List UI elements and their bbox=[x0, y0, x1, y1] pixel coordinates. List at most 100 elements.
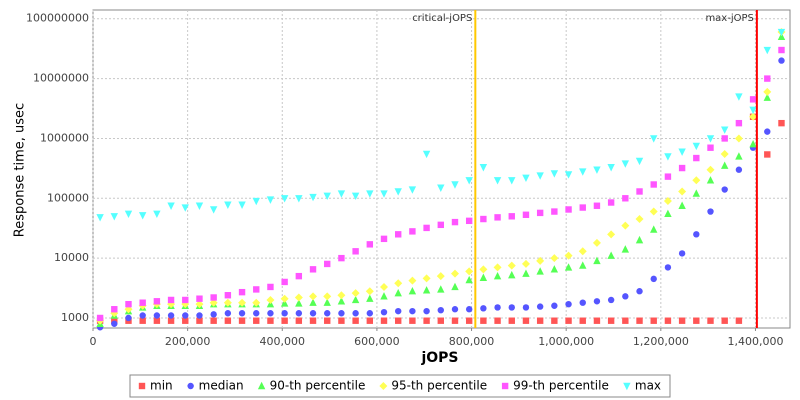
marker bbox=[238, 201, 246, 209]
marker bbox=[564, 263, 573, 271]
legend-label: median bbox=[199, 379, 244, 393]
marker bbox=[423, 224, 430, 232]
marker bbox=[735, 119, 743, 127]
marker bbox=[678, 164, 686, 172]
marker bbox=[338, 317, 345, 324]
marker bbox=[352, 248, 359, 255]
marker bbox=[508, 317, 515, 324]
marker bbox=[721, 317, 728, 324]
marker bbox=[366, 310, 374, 317]
marker bbox=[777, 32, 786, 40]
marker bbox=[607, 164, 615, 172]
marker bbox=[735, 166, 743, 173]
marker bbox=[337, 291, 346, 300]
marker bbox=[196, 295, 203, 302]
marker bbox=[508, 177, 516, 185]
marker bbox=[706, 176, 715, 184]
x-tick-label: 800,000 bbox=[449, 335, 495, 348]
marker bbox=[607, 199, 615, 206]
legend-marker bbox=[138, 382, 146, 390]
marker bbox=[494, 304, 501, 311]
marker bbox=[96, 314, 104, 322]
y-tick-label: 10000 bbox=[54, 251, 89, 264]
marker bbox=[238, 317, 246, 324]
marker bbox=[409, 228, 416, 235]
marker bbox=[565, 317, 572, 324]
marker bbox=[380, 282, 389, 291]
marker bbox=[196, 312, 203, 319]
marker bbox=[465, 217, 473, 225]
marker bbox=[721, 186, 728, 193]
marker bbox=[635, 157, 644, 166]
marker bbox=[324, 310, 331, 317]
marker bbox=[579, 168, 587, 176]
marker bbox=[366, 241, 374, 248]
marker bbox=[721, 126, 729, 134]
marker bbox=[210, 294, 217, 301]
marker bbox=[295, 317, 303, 324]
marker bbox=[479, 164, 488, 172]
marker bbox=[437, 221, 444, 229]
marker bbox=[294, 293, 303, 302]
marker bbox=[309, 193, 317, 202]
marker bbox=[366, 317, 374, 324]
marker bbox=[607, 230, 616, 239]
marker bbox=[465, 306, 473, 313]
marker bbox=[167, 202, 175, 210]
marker bbox=[153, 312, 161, 319]
marker bbox=[621, 221, 630, 230]
marker bbox=[224, 310, 232, 317]
marker bbox=[451, 181, 459, 189]
marker bbox=[451, 282, 459, 291]
marker bbox=[365, 287, 374, 296]
marker bbox=[209, 298, 218, 307]
marker bbox=[395, 307, 402, 315]
marker bbox=[465, 267, 474, 276]
marker bbox=[778, 119, 785, 127]
marker bbox=[408, 287, 417, 295]
x-axis-label: jOPS bbox=[420, 350, 458, 366]
marker bbox=[351, 289, 360, 298]
marker bbox=[734, 134, 743, 143]
marker bbox=[465, 177, 473, 185]
marker bbox=[592, 238, 601, 247]
marker bbox=[479, 273, 488, 281]
marker bbox=[124, 210, 133, 219]
marker bbox=[437, 317, 444, 324]
marker bbox=[508, 304, 515, 311]
marker bbox=[139, 312, 146, 319]
annotation-label: critical-jOPS bbox=[412, 13, 472, 24]
marker bbox=[707, 144, 714, 151]
marker bbox=[550, 254, 559, 263]
legend-marker bbox=[257, 381, 266, 390]
marker bbox=[252, 197, 260, 206]
marker bbox=[579, 317, 586, 324]
marker bbox=[551, 302, 558, 309]
marker bbox=[721, 161, 729, 169]
marker bbox=[693, 231, 700, 238]
x-tick-label: 1,200,000 bbox=[633, 335, 689, 348]
marker bbox=[622, 195, 629, 202]
marker bbox=[323, 292, 332, 301]
marker bbox=[650, 275, 657, 283]
marker bbox=[422, 274, 431, 283]
marker bbox=[223, 298, 232, 307]
marker bbox=[522, 174, 530, 182]
marker bbox=[551, 317, 558, 324]
marker bbox=[394, 288, 402, 297]
marker bbox=[706, 135, 715, 143]
marker bbox=[267, 283, 274, 291]
marker bbox=[182, 312, 189, 319]
marker bbox=[607, 317, 615, 324]
marker bbox=[253, 310, 260, 317]
marker bbox=[153, 210, 161, 219]
marker bbox=[351, 295, 360, 304]
marker bbox=[238, 310, 246, 317]
marker bbox=[394, 279, 403, 288]
marker bbox=[494, 317, 501, 324]
marker bbox=[380, 190, 388, 198]
marker bbox=[309, 310, 317, 317]
marker bbox=[508, 213, 515, 220]
marker bbox=[721, 135, 728, 142]
marker bbox=[764, 128, 771, 135]
